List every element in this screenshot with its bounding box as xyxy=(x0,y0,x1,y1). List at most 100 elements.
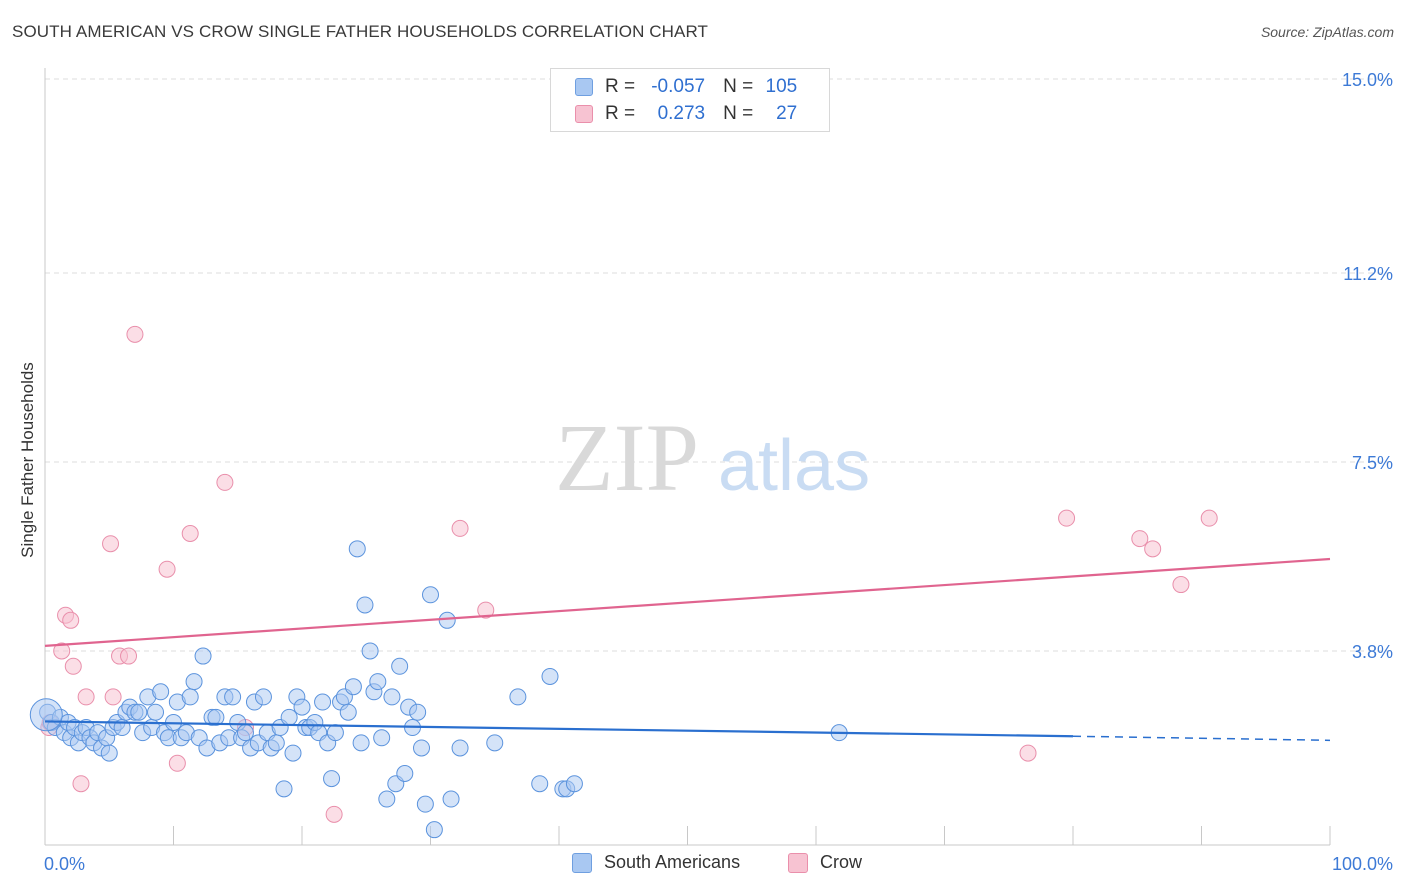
x-tick-label-min: 0.0% xyxy=(44,854,85,874)
crow-point-11 xyxy=(126,325,144,343)
crow-point-8 xyxy=(104,688,122,706)
south-american-point-85 xyxy=(396,765,414,783)
south-american-point-102 xyxy=(565,775,583,793)
r-label: R = xyxy=(605,103,636,124)
crow-point-18 xyxy=(451,519,469,537)
trendlines xyxy=(44,557,1331,742)
south-american-point-52 xyxy=(254,688,272,706)
watermark-zip: ZIP xyxy=(555,404,699,511)
south-american-points xyxy=(29,540,848,839)
y-tick-label-1: 7.5% xyxy=(1352,453,1393,473)
south-american-point-69 xyxy=(326,724,344,742)
crow-point-4 xyxy=(64,657,82,675)
r-label: R = xyxy=(605,76,636,97)
south-american-point-48 xyxy=(236,724,254,742)
south-american-point-104 xyxy=(29,698,63,732)
south-american-point-23 xyxy=(130,703,148,721)
south-american-point-66 xyxy=(314,693,332,711)
south-american-point-45 xyxy=(224,688,242,706)
source-credit: Source: ZipAtlas.com xyxy=(1260,24,1394,40)
legend-swatch-south-americans xyxy=(572,852,592,873)
crow-point-13 xyxy=(168,754,186,772)
south-american-point-98 xyxy=(531,775,549,793)
n-label: N = xyxy=(723,103,754,124)
south-american-point-81 xyxy=(378,790,396,808)
south-american-point-74 xyxy=(348,540,366,558)
crow-point-15 xyxy=(216,473,234,491)
correlation-row-crow: R = 0.273 N = 27 xyxy=(575,102,797,126)
south-american-point-76 xyxy=(356,596,374,614)
legend-label: Crow xyxy=(820,852,863,872)
south-american-point-95 xyxy=(451,739,469,757)
crow-point-7 xyxy=(102,535,120,553)
south-american-point-57 xyxy=(275,780,293,798)
gridlines xyxy=(45,78,1392,652)
watermark: ZIP atlas xyxy=(555,404,870,511)
south-american-point-61 xyxy=(293,698,311,716)
south-american-point-92 xyxy=(425,821,443,839)
south-american-point-82 xyxy=(383,688,401,706)
south-american-point-59 xyxy=(284,744,302,762)
chart-title: SOUTH AMERICAN VS CROW SINGLE FATHER HOU… xyxy=(12,22,709,41)
south-american-point-72 xyxy=(339,703,357,721)
south-american-point-41 xyxy=(207,708,225,726)
south-american-point-35 xyxy=(181,688,199,706)
crow-point-6 xyxy=(77,688,95,706)
swatch-crow xyxy=(575,105,593,123)
south-american-point-96 xyxy=(486,734,504,752)
south-american-point-28 xyxy=(152,683,170,701)
crow-point-17 xyxy=(325,805,343,823)
y-tick-label-3: 15.0% xyxy=(1342,70,1393,90)
south-american-point-90 xyxy=(416,795,434,813)
tick-labels: 3.8% 7.5% 11.2% 15.0% 0.0% 100.0% xyxy=(44,70,1393,874)
crow-point-12 xyxy=(158,560,176,578)
legend: South Americans Crow xyxy=(0,852,1406,876)
crow-point-10 xyxy=(120,647,138,665)
crow-point-1 xyxy=(53,642,71,660)
south-american-point-91 xyxy=(422,586,439,604)
south-american-point-94 xyxy=(442,790,460,808)
y-tick-label-2: 11.2% xyxy=(1343,264,1393,284)
crow-point-19 xyxy=(477,601,495,619)
south-american-point-68 xyxy=(323,770,341,788)
south-american-point-84 xyxy=(391,657,409,675)
south-american-point-36 xyxy=(185,673,203,691)
crow-point-3 xyxy=(62,611,80,629)
south-american-point-77 xyxy=(361,642,379,660)
south-american-point-97 xyxy=(509,688,527,706)
n-label: N = xyxy=(723,76,754,97)
r-value: 0.273 xyxy=(657,103,706,124)
south-american-point-93 xyxy=(438,611,456,629)
south-american-point-99 xyxy=(541,667,559,685)
r-value: -0.057 xyxy=(651,76,706,97)
crow-point-22 xyxy=(1131,530,1149,548)
south-american-point-89 xyxy=(413,739,431,757)
south-american-point-27 xyxy=(147,703,165,721)
x-tick-label-max: 100.0% xyxy=(1332,854,1393,874)
south-american-point-88 xyxy=(409,703,427,721)
south-american-trendline xyxy=(44,720,1074,738)
south-american-point-55 xyxy=(267,734,285,752)
south-american-point-80 xyxy=(373,729,391,747)
crow-point-25 xyxy=(1200,509,1218,527)
crow-point-24 xyxy=(1172,576,1190,594)
crow-point-20 xyxy=(1019,744,1037,762)
south-american-point-75 xyxy=(352,734,370,752)
legend-item-south-americans[interactable]: South Americans xyxy=(572,852,740,873)
crow-point-21 xyxy=(1058,509,1076,527)
swatch-south-americans xyxy=(575,78,593,96)
south-american-point-16 xyxy=(100,744,118,762)
crow-point-5 xyxy=(72,775,90,793)
crow-point-14 xyxy=(181,524,199,542)
legend-item-crow[interactable]: Crow xyxy=(788,852,862,873)
n-value: 27 xyxy=(776,103,798,124)
y-axis-label: Single Father Households xyxy=(18,362,37,558)
correlation-row-south-americans: R = -0.057 N = 105 xyxy=(575,75,797,99)
n-value: 105 xyxy=(765,76,798,97)
south-american-point-58 xyxy=(280,708,298,726)
crow-point-23 xyxy=(1144,540,1162,558)
crow-trendline xyxy=(44,557,1331,647)
south-american-point-73 xyxy=(344,678,362,696)
south-american-point-79 xyxy=(369,673,387,691)
